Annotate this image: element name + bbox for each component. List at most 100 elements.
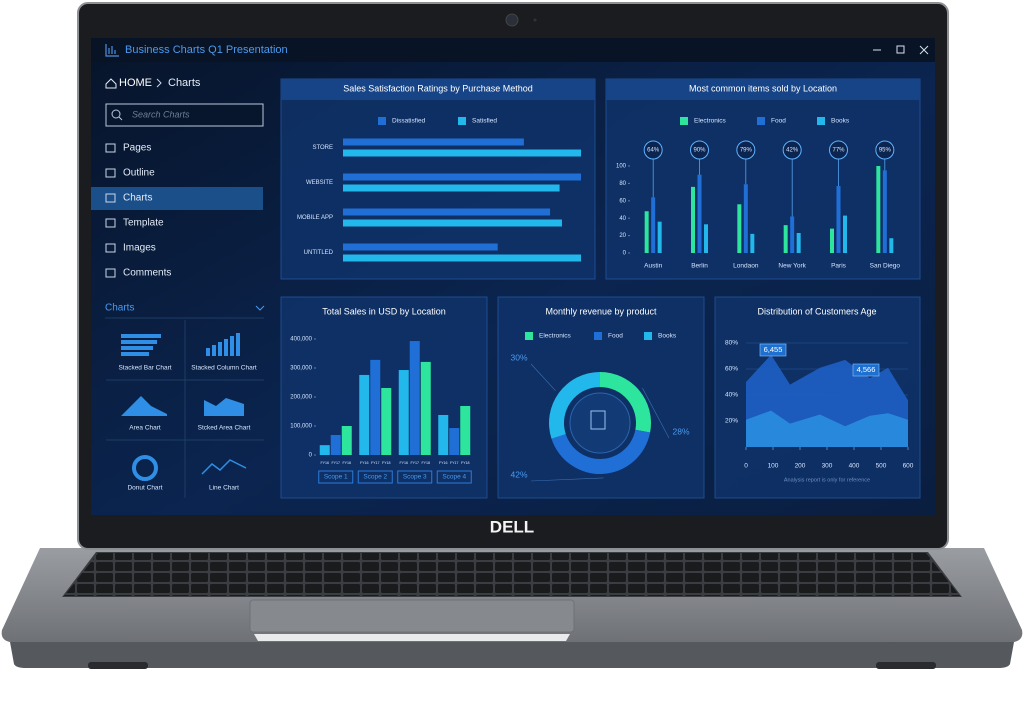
thumb-icon: [218, 342, 222, 356]
breadcrumb-item[interactable]: Charts: [168, 77, 201, 89]
thumbnail-label[interactable]: Line Chart: [209, 485, 239, 492]
legend-swatch: [378, 117, 386, 125]
label-bubble: [736, 140, 756, 160]
thumb-icon: [121, 340, 157, 344]
bar: [359, 374, 370, 455]
logo: DELL: [490, 517, 534, 536]
value-label: 42%: [786, 148, 799, 154]
y-tick-label: 20: [619, 233, 626, 239]
generated: Pages Outline Charts Template Images Comments…: [105, 117, 914, 492]
bar-label: FY17: [371, 461, 380, 465]
bar-label: FY16: [399, 461, 408, 465]
thumb-icon: [230, 336, 234, 356]
bar: [343, 243, 498, 251]
screen: Business Charts Q1 Presentation HOME Cha…: [91, 38, 935, 515]
category-label: Scope 1: [324, 474, 348, 481]
leader: [642, 387, 670, 439]
legend-swatch: [757, 117, 765, 125]
legend-swatch: [458, 117, 466, 125]
thumb-icon: [236, 333, 240, 356]
category-label: UNTITLED: [304, 250, 334, 256]
category-label: WEBSITE: [306, 180, 333, 186]
annotation: 6,455: [764, 345, 783, 354]
maximize[interactable]: [896, 45, 905, 54]
section-header[interactable]: Charts: [105, 303, 134, 314]
bar: [370, 359, 381, 455]
category-label: Londaon: [733, 263, 759, 270]
thumb-icon: [121, 334, 161, 338]
chart-title: Total Sales in USD by Location: [322, 306, 446, 316]
nav-icon: [105, 143, 116, 153]
thumbnail-label[interactable]: Area Chart: [129, 425, 161, 432]
category-box: [318, 470, 354, 484]
x-tick-label: 200: [795, 463, 806, 470]
nav-item[interactable]: Comments: [123, 268, 171, 279]
thumb-icon: [121, 396, 167, 416]
category-label: Berlin: [691, 263, 708, 270]
donut-center: [569, 392, 631, 454]
category-label: San Diego: [870, 263, 901, 270]
bar: [449, 428, 460, 455]
nav-item[interactable]: Template: [123, 218, 164, 229]
thumbnail-label[interactable]: Stacked Bar Chart: [118, 365, 171, 372]
value-label: 64%: [647, 148, 660, 154]
category-label: Austin: [644, 263, 662, 270]
nav-icon: [105, 268, 116, 278]
close[interactable]: [919, 45, 929, 55]
window-controls[interactable]: [873, 45, 929, 55]
thumb-icon: [206, 348, 210, 356]
thumbnail-label[interactable]: Donut Chart: [127, 485, 162, 492]
bar: [743, 184, 748, 253]
foot: [88, 662, 148, 669]
value-label: 90%: [693, 148, 706, 154]
window-title: Business Charts Q1 Presentation: [125, 44, 288, 56]
nav-item[interactable]: Outline: [123, 168, 155, 179]
y-tick-label: 80: [619, 181, 626, 187]
bar: [876, 166, 881, 253]
bar: [420, 361, 431, 455]
y-tick-label: 60%: [725, 366, 738, 373]
bar-label: FY16: [320, 461, 329, 465]
y-tick-label: 400,000: [290, 337, 312, 343]
bar: [783, 225, 788, 253]
keyboard: [64, 553, 960, 596]
bar: [704, 224, 708, 253]
breadcrumb-home[interactable]: HOME: [119, 77, 152, 89]
bar: [381, 388, 392, 455]
nav-item[interactable]: Images: [123, 243, 156, 254]
nav-item[interactable]: Charts: [123, 193, 152, 204]
bar: [341, 426, 352, 455]
nav-item[interactable]: Pages: [123, 143, 151, 154]
bar: [330, 434, 341, 455]
bar: [644, 211, 649, 253]
bar-label: FY18: [382, 461, 391, 465]
legend-swatch: [817, 117, 825, 125]
search-placeholder: Search Charts: [132, 109, 190, 119]
search-box[interactable]: [105, 103, 264, 127]
home-icon: [105, 78, 117, 89]
thumbnail-label[interactable]: Stacked Column Chart: [191, 365, 257, 372]
laptop-front: [10, 642, 1014, 668]
thumb-icon: [121, 352, 149, 356]
annotation-box: [852, 363, 880, 377]
legend-label: Dissatisfied: [392, 118, 426, 125]
chart-title: Distribution of Customers Age: [757, 306, 876, 316]
value-label: 95%: [879, 148, 892, 154]
value-label: 79%: [740, 148, 753, 154]
legend-label: Books: [658, 333, 677, 340]
legend-swatch: [644, 332, 652, 340]
donut-slice: [549, 372, 600, 439]
donut-slice: [600, 372, 652, 433]
category-label: Paris: [831, 263, 847, 270]
chart-title: Sales Satisfaction Ratings by Purchase M…: [343, 83, 533, 93]
bar: [750, 233, 755, 253]
foot: [876, 662, 936, 669]
label-bubble: [643, 140, 663, 160]
bar: [836, 186, 841, 253]
category-box: [357, 470, 393, 484]
bar: [889, 238, 894, 253]
camera: [505, 13, 519, 27]
thumb-icon: [224, 339, 228, 356]
y-tick-label: 40%: [725, 392, 738, 399]
thumbnail-label[interactable]: Stcked Area Chart: [198, 425, 251, 432]
